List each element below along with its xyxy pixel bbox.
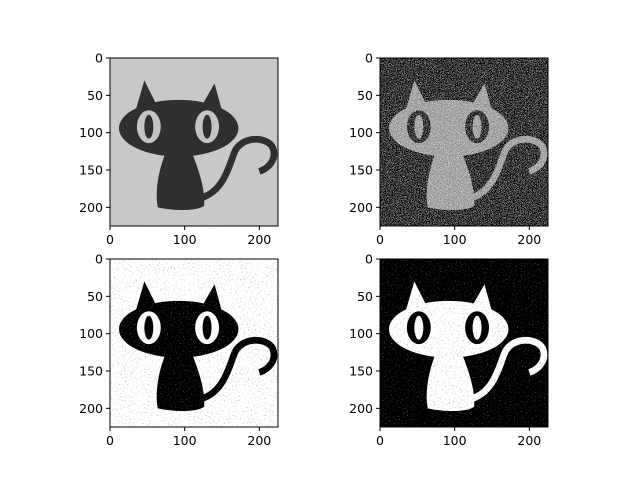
y-tick-label: 100	[79, 326, 103, 341]
axes-frame-top-left	[109, 57, 279, 227]
x-tick-label: 0	[106, 433, 114, 448]
y-tick-label: 50	[357, 88, 373, 103]
y-tick-label: 50	[357, 289, 373, 304]
y-tick-label: 0	[95, 252, 103, 267]
y-tick-label: 100	[79, 125, 103, 140]
y-tick-label: 0	[365, 252, 373, 267]
y-tick-label: 200	[349, 200, 373, 215]
panel-bottom-right	[380, 259, 549, 428]
y-tick-label: 200	[349, 401, 373, 416]
y-tick-label: 100	[349, 326, 373, 341]
x-tick-label: 0	[376, 433, 384, 448]
axes-frame-bottom-left	[109, 258, 279, 428]
x-tick-label: 0	[106, 232, 114, 247]
y-tick-label: 150	[79, 364, 103, 379]
y-tick-label: 150	[349, 364, 373, 379]
x-tick-label: 100	[173, 433, 197, 448]
y-tick-label: 150	[79, 163, 103, 178]
panel-bottom-left	[110, 259, 279, 428]
x-tick-label: 100	[173, 232, 197, 247]
x-tick-label: 200	[247, 232, 271, 247]
y-tick-label: 150	[349, 163, 373, 178]
y-tick-label: 200	[79, 200, 103, 215]
y-tick-label: 50	[87, 289, 103, 304]
axes-layer: 0 100 200 0 50 100 150 200 0 100 200 0 50 100 150 200 0 1…	[79, 51, 541, 449]
axes-frame-bottom-right	[379, 258, 549, 428]
y-tick-label: 0	[95, 51, 103, 66]
y-tick-label: 200	[79, 401, 103, 416]
y-tick-label: 50	[87, 88, 103, 103]
panel-top-left	[110, 58, 279, 227]
x-tick-label: 100	[443, 232, 467, 247]
panel-top-right	[380, 58, 549, 227]
y-tick-label: 0	[365, 51, 373, 66]
x-tick-label: 0	[376, 232, 384, 247]
x-tick-label: 200	[517, 433, 541, 448]
y-tick-label: 100	[349, 125, 373, 140]
axes-frame-top-right	[379, 57, 549, 227]
x-tick-label: 100	[443, 433, 467, 448]
x-tick-label: 200	[247, 433, 271, 448]
x-tick-label: 200	[517, 232, 541, 247]
